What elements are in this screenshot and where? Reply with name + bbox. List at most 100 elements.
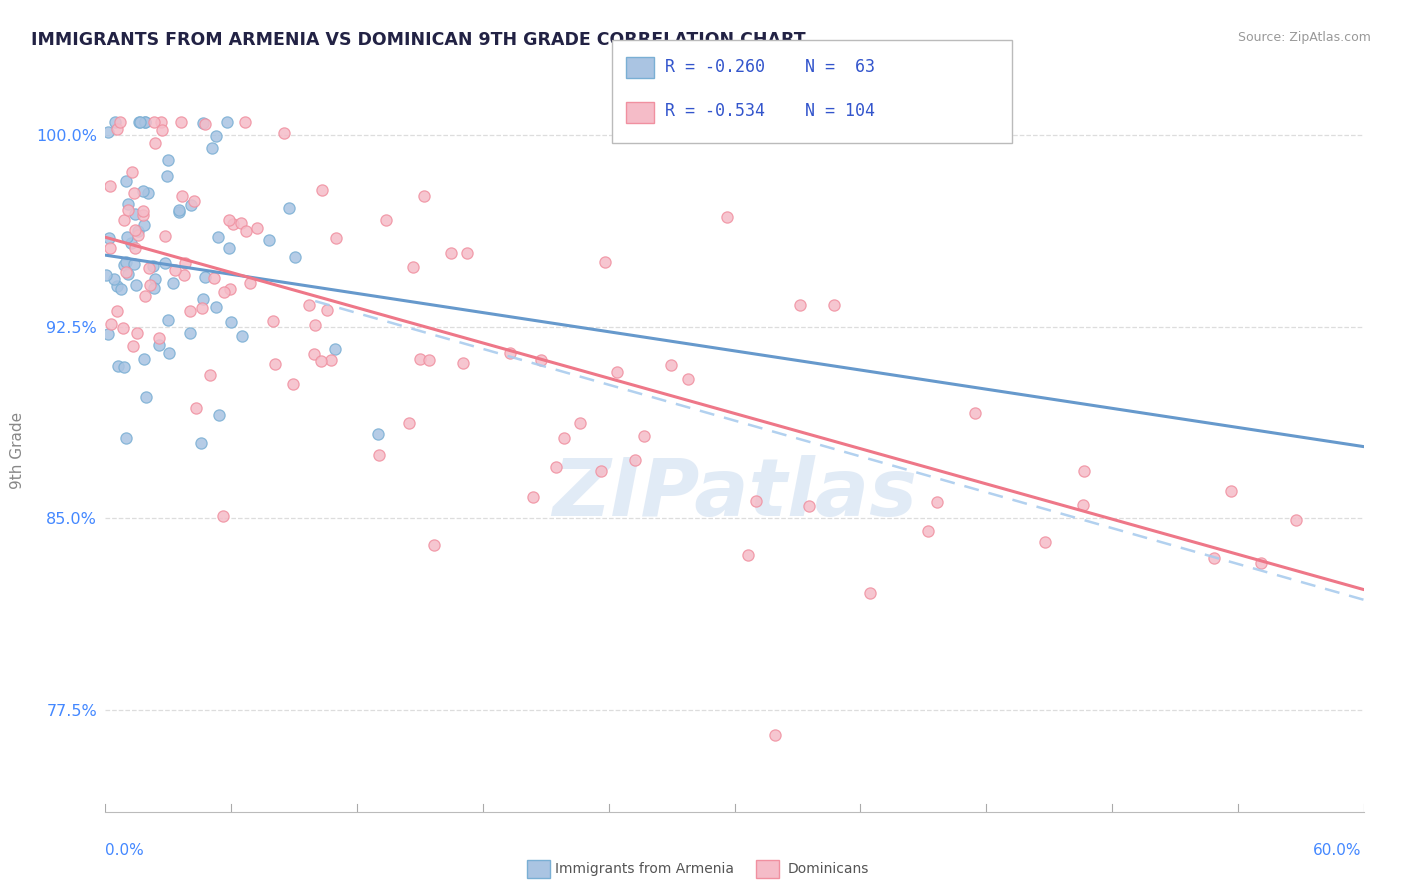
Point	[589, 464, 612, 478]
Point	[127, 326, 149, 340]
Point	[167, 203, 190, 218]
Point	[212, 509, 235, 524]
Point	[127, 227, 149, 242]
Point	[198, 368, 221, 382]
Point	[263, 357, 285, 371]
Text: IMMIGRANTS FROM ARMENIA VS DOMINICAN 9TH GRADE CORRELATION CHART: IMMIGRANTS FROM ARMENIA VS DOMINICAN 9TH…	[31, 31, 806, 49]
Point	[132, 184, 155, 198]
Point	[124, 223, 146, 237]
Point	[204, 301, 226, 315]
Point	[110, 282, 132, 296]
Point	[153, 256, 176, 270]
Point	[115, 255, 138, 269]
Point	[917, 524, 939, 538]
Point	[155, 228, 177, 243]
Point	[413, 189, 436, 203]
Point	[231, 329, 253, 343]
Point	[284, 250, 307, 264]
Point	[98, 179, 121, 194]
Point	[218, 212, 240, 227]
Point	[194, 270, 217, 285]
Point	[233, 115, 256, 129]
Point	[606, 365, 628, 379]
Point	[112, 213, 135, 227]
Point	[155, 169, 177, 183]
Point	[208, 408, 231, 422]
Point	[304, 318, 326, 333]
Point	[104, 115, 127, 129]
Text: R = -0.260    N =  63: R = -0.260 N = 63	[665, 58, 875, 76]
Point	[422, 538, 444, 552]
Point	[553, 431, 575, 445]
Point	[150, 123, 173, 137]
Point	[135, 390, 157, 404]
Point	[103, 272, 125, 286]
Point	[927, 494, 949, 508]
Point	[522, 490, 544, 504]
Point	[124, 207, 146, 221]
Point	[676, 372, 699, 386]
Point	[148, 337, 170, 351]
Point	[180, 198, 202, 212]
Point	[311, 183, 333, 197]
Point	[205, 128, 228, 143]
Point	[136, 186, 159, 200]
Point	[105, 279, 128, 293]
Point	[124, 186, 146, 201]
Point	[115, 265, 138, 279]
Point	[451, 355, 474, 369]
Point	[744, 494, 766, 508]
Point	[229, 216, 252, 230]
Point	[100, 317, 122, 331]
Point	[143, 115, 166, 129]
Text: Source: ZipAtlas.com: Source: ZipAtlas.com	[1237, 31, 1371, 45]
Point	[193, 116, 215, 130]
Point	[134, 289, 156, 303]
Point	[215, 115, 238, 129]
Y-axis label: 9th Grade: 9th Grade	[10, 412, 25, 489]
Point	[797, 499, 820, 513]
Point	[302, 346, 325, 360]
Point	[111, 321, 134, 335]
Point	[190, 436, 212, 450]
Point	[124, 241, 146, 255]
Point	[170, 115, 193, 129]
Point	[530, 352, 553, 367]
Point	[367, 426, 389, 441]
Point	[374, 213, 396, 227]
Point	[132, 351, 155, 366]
Point	[179, 303, 201, 318]
Point	[174, 255, 197, 269]
Point	[218, 241, 240, 255]
Point	[134, 115, 156, 129]
Point	[107, 359, 129, 374]
Point	[110, 115, 132, 129]
Point	[1073, 498, 1095, 512]
Point	[128, 115, 150, 129]
Point	[132, 208, 155, 222]
Point	[139, 278, 162, 293]
Point	[112, 359, 135, 374]
Point	[309, 354, 332, 368]
Point	[122, 257, 145, 271]
Point	[125, 277, 148, 292]
Point	[219, 315, 242, 329]
Point	[165, 263, 187, 277]
Point	[278, 201, 301, 215]
Point	[97, 126, 120, 140]
Point	[499, 345, 522, 359]
Point	[283, 376, 305, 391]
Point	[1285, 513, 1308, 527]
Point	[716, 210, 738, 224]
Point	[257, 233, 280, 247]
Point	[1073, 464, 1095, 478]
Point	[112, 258, 135, 272]
Point	[186, 401, 208, 415]
Point	[157, 345, 180, 359]
Point	[157, 153, 180, 168]
Point	[193, 293, 215, 307]
Point	[323, 342, 346, 356]
Point	[207, 230, 229, 244]
Point	[239, 277, 262, 291]
Point	[122, 339, 145, 353]
